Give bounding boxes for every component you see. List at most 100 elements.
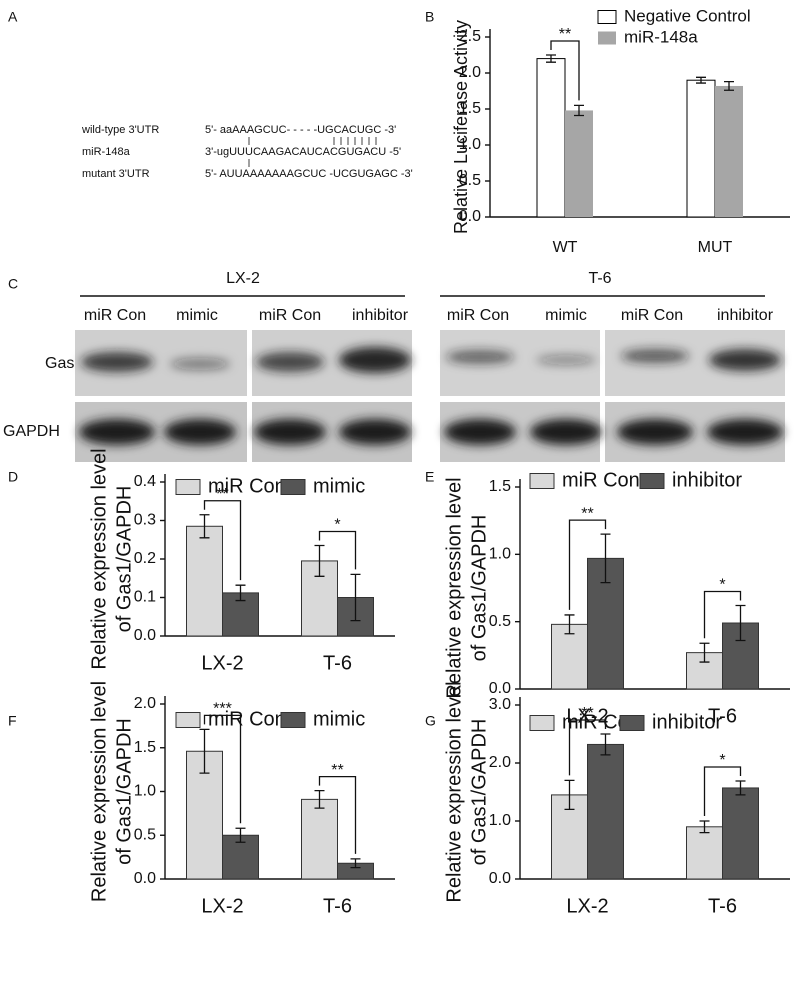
western-blot <box>75 330 785 462</box>
panel-label: F <box>8 713 17 729</box>
legend-label: mimic <box>313 708 365 730</box>
legend-label: inhibitor <box>672 469 742 491</box>
lane-label: miR Con <box>84 307 146 324</box>
significance-bracket <box>318 530 357 570</box>
error-bar <box>699 820 710 834</box>
legend-swatch <box>280 479 306 495</box>
x-tick-label: T-6 <box>323 895 352 917</box>
y-tick-label: 0.0 <box>489 870 511 887</box>
y-tick-label: 1.5 <box>489 478 511 495</box>
bar <box>186 525 223 637</box>
x-tick-label: MUT <box>698 239 733 256</box>
bar <box>686 79 716 218</box>
x-tick-label: T-6 <box>708 705 737 727</box>
panel-label: C <box>8 276 18 292</box>
error-bar <box>735 780 746 796</box>
y-axis-label: Relative expression level <box>88 448 110 669</box>
significance-bracket <box>568 519 607 610</box>
y-tick-label: 1.0 <box>134 783 156 800</box>
group-label: LX-2 <box>226 270 260 287</box>
error-bar <box>564 779 575 811</box>
y-tick-label: 1.5 <box>459 100 481 117</box>
y-tick-label: 2.0 <box>489 754 511 771</box>
y-tick-label: 1.0 <box>489 812 511 829</box>
bar <box>722 787 759 880</box>
x-tick-label: LX-2 <box>201 895 243 917</box>
error-bar <box>724 80 734 91</box>
legend-swatch <box>619 715 645 731</box>
significance-label: ** <box>559 26 571 43</box>
bar <box>536 58 566 218</box>
y-axis-label: of Gas1/GAPDH <box>468 515 490 662</box>
error-bar <box>235 584 246 602</box>
error-bar <box>564 614 575 635</box>
y-tick-label: 2.0 <box>459 64 481 81</box>
x-tick-label: LX-2 <box>201 652 243 674</box>
y-tick-label: 1.5 <box>134 739 156 756</box>
significance-bracket <box>203 714 242 824</box>
significance-bracket <box>568 719 607 776</box>
sequence-label: mutant 3'UTR <box>82 168 150 180</box>
lane-label: inhibitor <box>352 307 409 324</box>
y-axis-label: Relative Luciferase Activity <box>451 20 471 234</box>
error-bar <box>735 604 746 642</box>
legend-label: miR Con <box>208 475 286 497</box>
significance-bracket <box>703 766 742 816</box>
bar <box>587 743 624 880</box>
error-bar <box>699 642 710 663</box>
legend-label: inhibitor <box>652 711 722 733</box>
y-tick-label: 0.2 <box>134 550 156 567</box>
sequence: 5'- AUUAAAAAAAGCUC -UCGUGAGC -3' <box>205 168 413 180</box>
x-tick-label: LX-2 <box>566 705 608 727</box>
significance-label: * <box>719 577 725 594</box>
x-tick-label: T-6 <box>323 652 352 674</box>
y-tick-label: 0.4 <box>134 473 156 490</box>
error-bar <box>574 104 584 117</box>
significance-bracket <box>703 590 742 639</box>
legend-label: mimic <box>313 475 365 497</box>
y-tick-label: 0.0 <box>134 870 156 887</box>
significance-bracket <box>550 40 580 101</box>
legend-swatch <box>598 31 616 45</box>
lane-label: miR Con <box>259 307 321 324</box>
error-bar <box>314 544 325 577</box>
y-tick-label: 1.0 <box>459 136 481 153</box>
y-axis-label: of Gas1/GAPDH <box>468 719 490 866</box>
x-tick-label: T-6 <box>708 895 737 917</box>
panel-label: G <box>425 713 436 729</box>
y-tick-label: 3.0 <box>489 696 511 713</box>
significance-bracket <box>203 500 242 581</box>
panel-label: A <box>8 9 18 25</box>
legend-label: Negative Control <box>624 6 751 25</box>
error-bar <box>199 514 210 539</box>
y-tick-label: 0.0 <box>134 627 156 644</box>
y-axis-label: Relative expression level <box>443 477 465 698</box>
significance-label: ** <box>216 486 228 503</box>
error-bar <box>696 76 706 84</box>
row-label: Gas1 <box>45 355 83 372</box>
y-tick-label: 0.1 <box>134 589 156 606</box>
error-bar <box>600 533 611 584</box>
legend-swatch <box>639 473 665 489</box>
y-tick-label: 0.5 <box>489 613 511 630</box>
sequence: 3'-ugUUUCAAGACAUCACGUGACU -5' <box>205 146 401 158</box>
error-bar <box>546 54 556 63</box>
legend-swatch <box>529 715 555 731</box>
significance-label: * <box>719 752 725 769</box>
sequence: 5'- aaAAAGCUC- - - - -UGCACUGC -3' <box>205 124 396 136</box>
x-tick-label: LX-2 <box>566 895 608 917</box>
panel-label: E <box>425 469 434 485</box>
y-tick-label: 1.0 <box>489 546 511 563</box>
y-tick-label: 0.5 <box>459 172 481 189</box>
lane-label: mimic <box>545 307 587 324</box>
lane-label: miR Con <box>621 307 683 324</box>
y-axis-label: Relative expression level <box>443 681 465 902</box>
y-axis-label: of Gas1/GAPDH <box>113 718 135 865</box>
lane-label: miR Con <box>447 307 509 324</box>
legend-label: miR Con <box>208 708 286 730</box>
significance-label: *** <box>213 701 232 718</box>
y-axis-label: of Gas1/GAPDH <box>113 486 135 633</box>
y-tick-label: 0.3 <box>134 512 156 529</box>
